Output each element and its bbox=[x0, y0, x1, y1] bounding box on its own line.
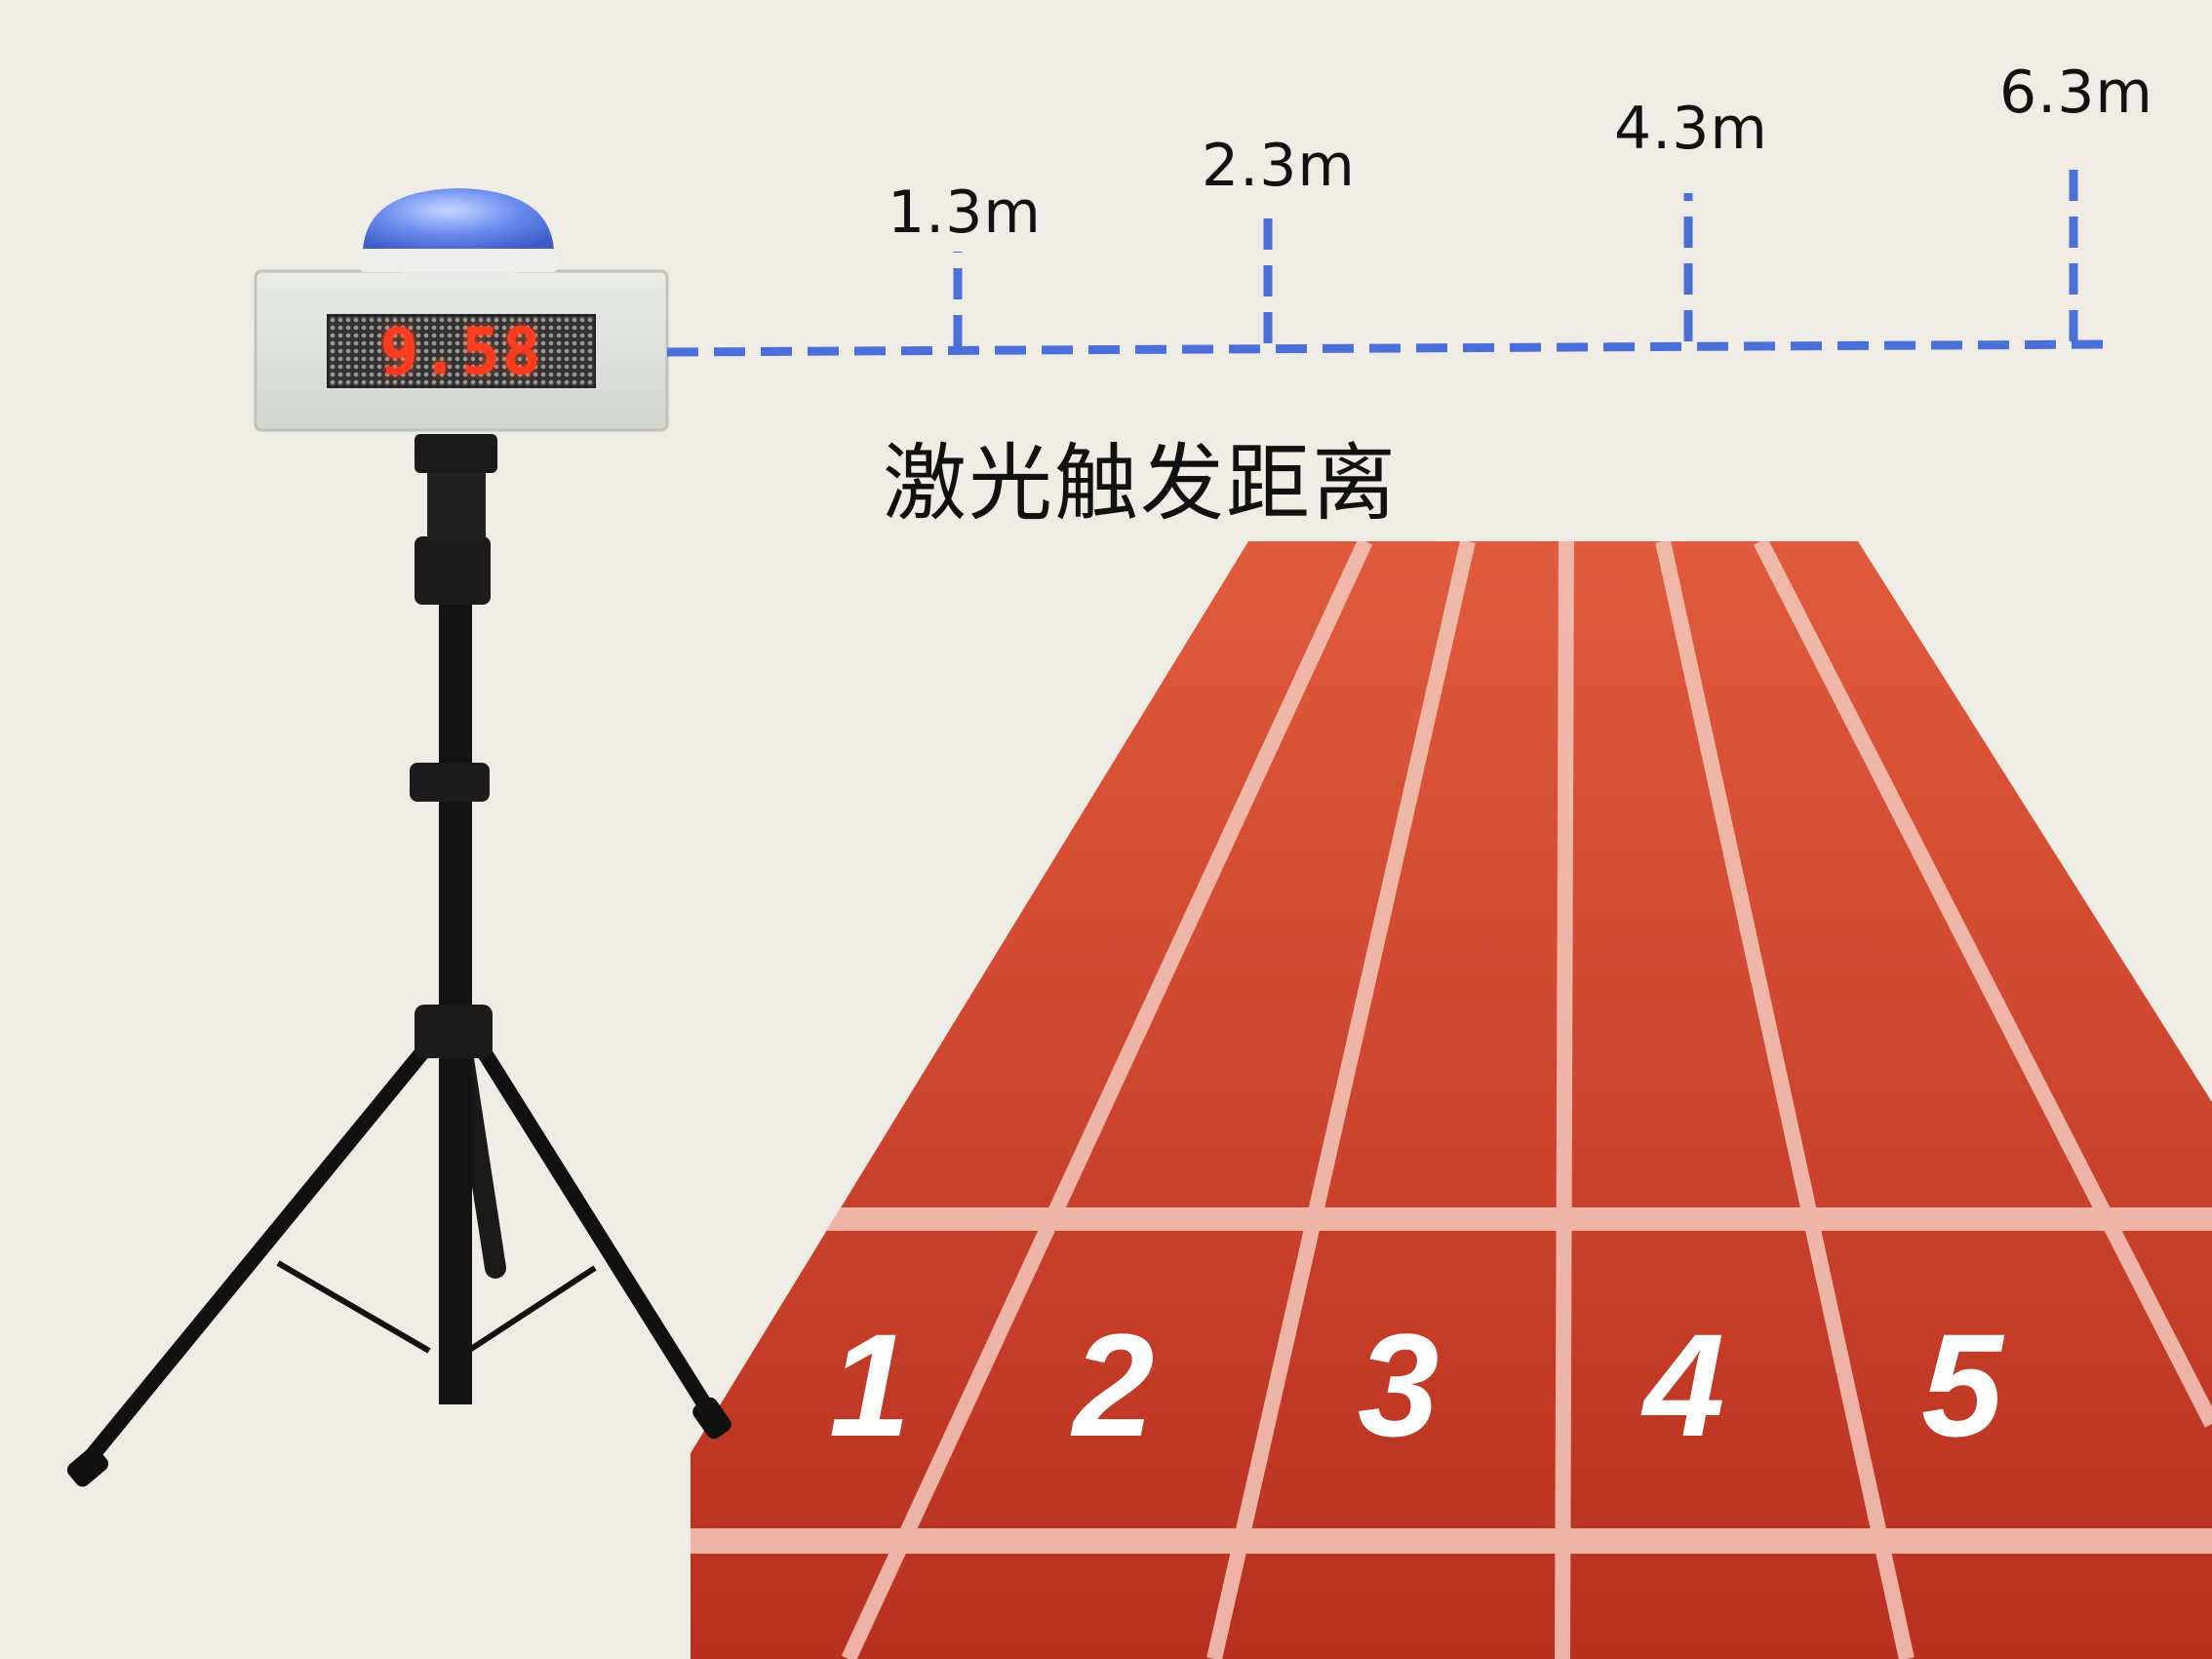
timer-device bbox=[254, 188, 669, 432]
running-track bbox=[691, 541, 2212, 1659]
laser-beam bbox=[666, 161, 2113, 357]
distance-label-3: 4.3m bbox=[1614, 95, 1768, 163]
lane-number-4: 4 bbox=[1643, 1303, 1725, 1467]
distance-label-4: 6.3m bbox=[1999, 59, 2153, 127]
distance-label-1: 1.3m bbox=[888, 178, 1042, 247]
lane-number-3: 3 bbox=[1358, 1303, 1440, 1467]
led-display: 9.58 bbox=[327, 313, 596, 389]
caption: 激光触发距离 bbox=[883, 435, 1398, 533]
lane-number-2: 2 bbox=[1073, 1303, 1155, 1467]
lane-number-1: 1 bbox=[829, 1303, 911, 1467]
lane-number-5: 5 bbox=[1921, 1303, 2003, 1467]
distance-label-2: 2.3m bbox=[1202, 132, 1356, 200]
tripod-stand bbox=[66, 434, 731, 1487]
led-display-value: 9.58 bbox=[379, 313, 543, 389]
